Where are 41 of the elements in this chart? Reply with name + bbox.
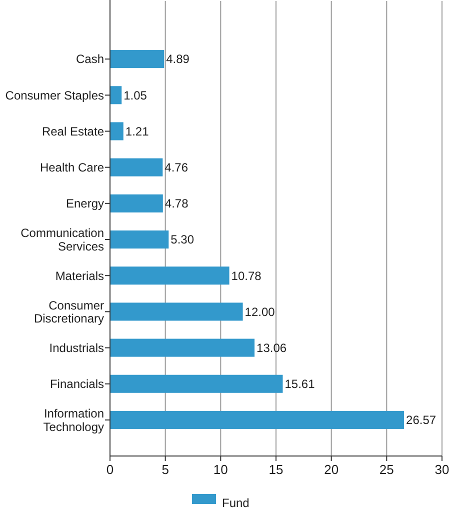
y-tick-label: Industrials xyxy=(49,340,104,355)
data-label: 1.21 xyxy=(125,124,150,138)
bar xyxy=(110,266,230,285)
bar xyxy=(110,410,404,429)
y-tick-label: Consumer Staples xyxy=(5,88,104,102)
y-tick-label: Communication Services xyxy=(20,226,104,254)
x-tick-label: 30 xyxy=(434,462,450,477)
y-tick-label: Health Care xyxy=(40,160,104,175)
y-tick-label: Financials xyxy=(50,377,104,392)
data-label: 4.78 xyxy=(164,196,189,211)
x-tick-label: 15 xyxy=(268,462,284,477)
data-label: 26.57 xyxy=(406,413,436,428)
y-tick-label: Consumer Discretionary xyxy=(34,298,104,326)
bar xyxy=(110,158,163,176)
data-label: 10.78 xyxy=(231,268,262,283)
y-tick-label: Information Technology xyxy=(43,406,104,434)
legend-label: Fund xyxy=(222,496,250,510)
data-label: 15.61 xyxy=(284,377,316,392)
y-tick-label: Real Estate xyxy=(42,124,104,138)
x-tick-label: 10 xyxy=(213,462,228,477)
data-label: 12.00 xyxy=(244,304,276,319)
y-tick-label: Cash xyxy=(76,52,104,66)
bar xyxy=(110,50,164,68)
x-tick-label: 20 xyxy=(324,462,339,477)
y-tick-label: Materials xyxy=(55,268,104,283)
data-label: 5.30 xyxy=(170,232,194,247)
bar xyxy=(110,194,163,212)
x-tick-label: 0 xyxy=(106,462,114,477)
x-tick-label: 25 xyxy=(379,462,394,477)
x-tick-label: 5 xyxy=(162,462,169,477)
bar xyxy=(110,122,124,140)
bar xyxy=(110,302,243,321)
y-tick-label: Energy xyxy=(66,196,104,211)
bar xyxy=(110,86,122,104)
data-label: 4.89 xyxy=(166,52,190,66)
data-label: 4.76 xyxy=(164,160,188,175)
data-label: 13.06 xyxy=(256,340,287,355)
data-label: 1.05 xyxy=(124,88,148,102)
bar xyxy=(110,230,169,249)
bar xyxy=(110,374,283,393)
bar xyxy=(110,338,255,357)
